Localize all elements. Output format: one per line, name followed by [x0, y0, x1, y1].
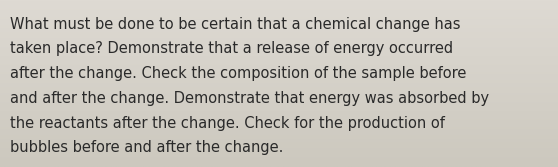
Text: What must be done to be certain that a chemical change has: What must be done to be certain that a c…	[10, 17, 460, 32]
Text: taken place? Demonstrate that a release of energy occurred: taken place? Demonstrate that a release …	[10, 41, 453, 56]
Text: bubbles before and after the change.: bubbles before and after the change.	[10, 140, 283, 155]
Text: the reactants after the change. Check for the production of: the reactants after the change. Check fo…	[10, 116, 445, 131]
Text: after the change. Check the composition of the sample before: after the change. Check the composition …	[10, 66, 466, 81]
Text: and after the change. Demonstrate that energy was absorbed by: and after the change. Demonstrate that e…	[10, 91, 489, 106]
